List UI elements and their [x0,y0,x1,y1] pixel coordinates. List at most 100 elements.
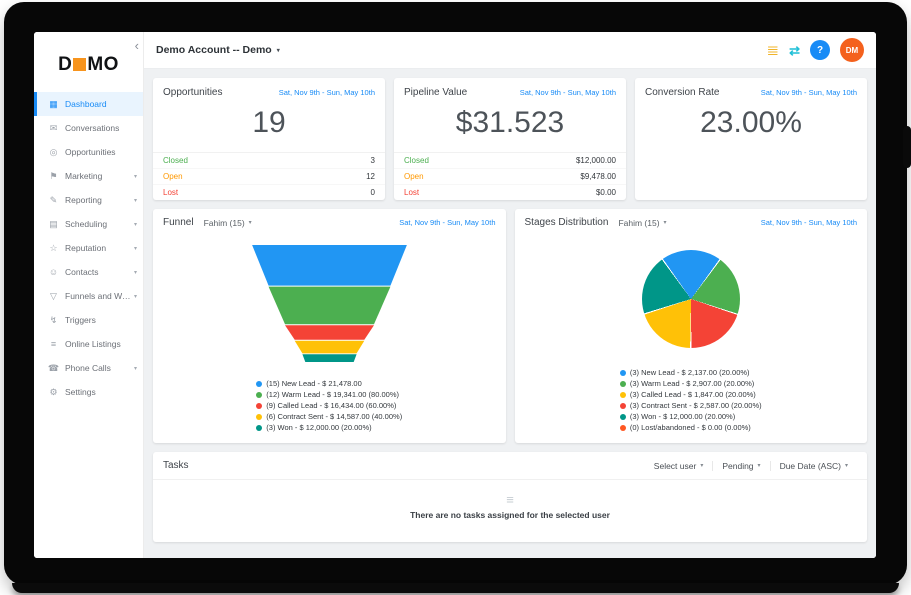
quick-list-button[interactable]: ≣ [767,43,780,58]
sidebar-item-label: Contacts [65,267,99,277]
stat-label: Open [404,172,424,181]
sidebar-item-opportunities[interactable]: ◎ Opportunities [34,140,143,164]
sidebar-item-funnels-and-websites[interactable]: ▽ Funnels and Websites ▾ [34,284,143,308]
avatar-initials: DM [845,45,859,55]
dashboard-icon: ▦ [49,98,58,109]
legend-dot-icon [256,402,263,409]
sidebar-item-triggers[interactable]: ↯ Triggers [34,308,143,332]
stat-label: Open [163,172,183,181]
card-title: Tasks [163,460,189,471]
status-filter[interactable]: Pending ▾ [712,460,769,471]
legend-item: (3) Warm Lead - $ 2,907.00 (20.00%) [619,378,762,389]
opportunities-value: 19 [252,106,286,139]
account-switcher[interactable]: Demo Account -- Demo ▾ [156,44,280,56]
legend-dot-icon [619,413,626,420]
app-screen: ‹ D MO ▦ Dashboard ✉ Conversations ◎ Oppo… [34,32,876,558]
swap-arrows-icon: ⇄ [789,42,800,58]
legend-label: (15) New Lead - $ 21,478.00 [266,379,362,388]
sidebar-item-label: Reputation [65,243,107,253]
list-icon: ≣ [766,41,780,59]
legend-label: (3) Called Lead - $ 1,847.00 (20.00%) [629,390,756,399]
opportunities-icon: ◎ [49,146,58,157]
dashboard-content: Opportunities Sat, Nov 9th - Sun, May 10… [144,69,876,558]
help-button[interactable]: ? [810,40,830,60]
funnels-icon: ▽ [50,290,57,301]
chevron-down-icon: ▾ [133,293,137,300]
funnel-card: Funnel Fahim (15) ▾ Sat, Nov 9th - Sun, … [153,209,506,443]
card-title: Funnel [163,217,194,228]
legend-label: (3) Won - $ 12,000.00 (20.00%) [266,423,372,432]
sidebar-item-online-listings[interactable]: ≡ Online Listings [34,332,143,356]
sidebar-item-phone-calls[interactable]: ☎ Phone Calls ▾ [34,356,143,380]
sidebar-item-scheduling[interactable]: ▤ Scheduling ▾ [34,212,143,236]
date-range-picker[interactable]: Sat, Nov 9th - Sun, May 10th [519,88,616,97]
sidebar-item-conversations[interactable]: ✉ Conversations [34,116,143,140]
stat-row: Open $9,478.00 [394,169,626,185]
card-title: Opportunities [163,87,223,98]
stat-row: Lost $0.00 [394,185,626,200]
legend-dot-icon [256,380,263,387]
settings-icon: ⚙ [49,386,58,397]
funnel-segment-new-lead [251,245,407,286]
sidebar-item-reputation[interactable]: ☆ Reputation ▾ [34,236,143,260]
select-user-filter[interactable]: Select user ▾ [645,461,713,471]
chevron-down-icon: ▾ [276,47,280,54]
date-range-picker[interactable]: Sat, Nov 9th - Sun, May 10th [399,218,496,227]
legend-label: (3) Warm Lead - $ 2,907.00 (20.00%) [629,379,755,388]
stat-row: Closed $12,000.00 [394,153,626,169]
stat-value: 12 [366,172,375,181]
chevron-down-icon: ▾ [133,173,137,180]
sidebar-item-contacts[interactable]: ☺ Contacts ▾ [34,260,143,284]
opportunities-card: Opportunities Sat, Nov 9th - Sun, May 10… [153,78,385,200]
legend-label: (3) Won - $ 12,000.00 (20.00%) [629,412,736,421]
stat-label: Closed [163,156,188,165]
user-avatar[interactable]: DM [840,38,864,62]
chevron-down-icon: ▾ [133,269,137,276]
logo: D MO [34,54,143,76]
stat-value: 0 [370,188,375,197]
date-range-picker[interactable]: Sat, Nov 9th - Sun, May 10th [760,88,857,97]
legend-item: (9) Called Lead - $ 16,434.00 (60.00%) [256,400,402,411]
date-range-picker[interactable]: Sat, Nov 9th - Sun, May 10th [760,218,857,227]
card-title: Pipeline Value [404,87,468,98]
conversion-rate-card: Conversion Rate Sat, Nov 9th - Sun, May … [635,78,867,200]
sidebar-item-dashboard[interactable]: ▦ Dashboard [34,92,143,116]
switch-account-button[interactable]: ⇄ [789,44,800,57]
legend-label: (0) Lost/abandoned - $ 0.00 (0.00%) [629,423,751,432]
sidebar-item-settings[interactable]: ⚙ Settings [34,380,143,404]
filter-label: Pending [722,460,754,471]
chevron-down-icon: ▾ [844,463,848,469]
card-title: Conversion Rate [645,87,720,98]
sidebar-item-marketing[interactable]: ⚑ Marketing ▾ [34,164,143,188]
sidebar-item-label: Scheduling [65,219,108,229]
contacts-icon: ☺ [48,267,59,277]
pipeline-stats: Closed $12,000.00 Open $9,478.00 Lost $0… [394,152,626,200]
stages-user-select[interactable]: Fahim (15) ▾ [618,218,666,228]
funnel-legend: (15) New Lead - $ 21,478.00 (12) Warm Le… [256,376,402,443]
sidebar-item-label: Opportunities [65,147,116,157]
user-select-value: Fahim (15) [618,217,660,228]
legend-dot-icon [619,380,626,387]
scheduling-icon: ▤ [49,218,58,229]
legend-dot-icon [619,402,626,409]
sidebar-item-reporting[interactable]: ✎ Reporting ▾ [34,188,143,212]
funnel-user-select[interactable]: Fahim (15) ▾ [204,218,252,228]
legend-dot-icon [619,424,626,431]
date-range-picker[interactable]: Sat, Nov 9th - Sun, May 10th [278,88,375,97]
stat-value: $9,478.00 [580,172,616,181]
stat-row: Lost 0 [153,185,385,200]
tasks-card: Tasks Select user ▾ Pending ▾ [153,452,867,542]
funnel-segment-warm-lead [268,286,391,325]
funnel-segment-won [302,354,357,363]
legend-item: (0) Lost/abandoned - $ 0.00 (0.00%) [619,422,762,433]
sidebar-collapse-button[interactable]: ‹ [134,38,139,53]
legend-label: (12) Warm Lead - $ 19,341.00 (80.00%) [266,390,399,399]
empty-list-icon: ≡ [506,492,514,507]
legend-label: (3) Contract Sent - $ 2,587.00 (20.00%) [629,401,762,410]
reputation-icon: ☆ [49,242,58,253]
stat-value: $0.00 [595,188,616,197]
sort-filter[interactable]: Due Date (ASC) ▾ [769,460,857,471]
sidebar-item-label: Marketing [65,171,103,181]
chevron-down-icon: ▾ [700,463,704,469]
marketing-icon: ⚑ [49,170,58,181]
